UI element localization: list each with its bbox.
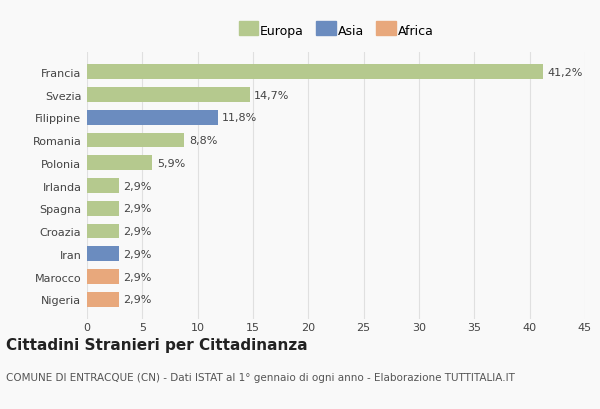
Text: 41,2%: 41,2% — [547, 67, 583, 78]
Text: 2,9%: 2,9% — [124, 272, 152, 282]
Bar — [87, 201, 119, 216]
Text: 14,7%: 14,7% — [254, 90, 289, 100]
Text: 2,9%: 2,9% — [124, 249, 152, 259]
Bar — [87, 133, 184, 148]
Bar — [87, 111, 218, 126]
Text: 2,9%: 2,9% — [124, 294, 152, 305]
Legend: Europa, Asia, Africa: Europa, Asia, Africa — [235, 21, 437, 42]
Bar — [87, 224, 119, 239]
Text: 8,8%: 8,8% — [189, 136, 217, 146]
Bar — [87, 247, 119, 261]
Text: 2,9%: 2,9% — [124, 227, 152, 236]
Bar — [87, 270, 119, 284]
Bar — [87, 65, 543, 80]
Text: 2,9%: 2,9% — [124, 181, 152, 191]
Bar — [87, 156, 152, 171]
Text: Cittadini Stranieri per Cittadinanza: Cittadini Stranieri per Cittadinanza — [6, 337, 308, 353]
Text: COMUNE DI ENTRACQUE (CN) - Dati ISTAT al 1° gennaio di ogni anno - Elaborazione : COMUNE DI ENTRACQUE (CN) - Dati ISTAT al… — [6, 372, 515, 382]
Text: 11,8%: 11,8% — [222, 113, 257, 123]
Bar — [87, 179, 119, 193]
Bar — [87, 88, 250, 103]
Bar — [87, 292, 119, 307]
Text: 2,9%: 2,9% — [124, 204, 152, 214]
Text: 5,9%: 5,9% — [157, 158, 185, 169]
